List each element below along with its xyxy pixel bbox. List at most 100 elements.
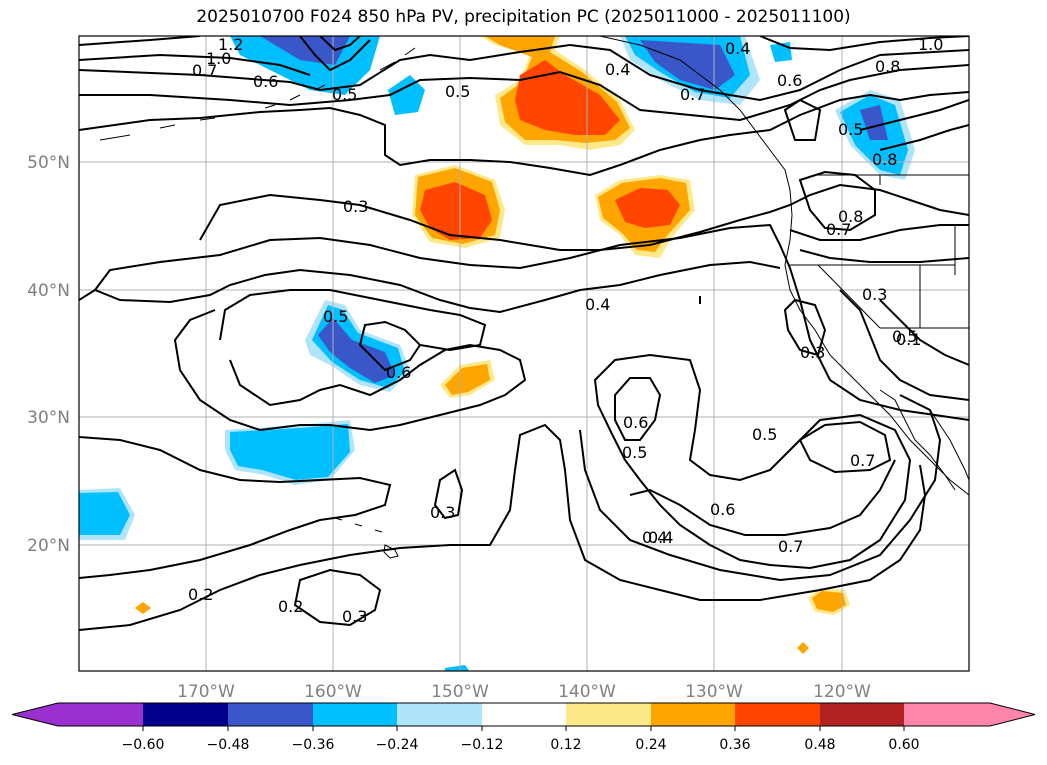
alaska-coast <box>599 36 969 496</box>
contour-label: 0.4 <box>605 60 630 79</box>
precip-positive-area <box>445 364 490 395</box>
precip-negative-area <box>79 492 130 535</box>
pv-contour <box>879 124 969 151</box>
contour-labels: 1.2 1.0 0.7 0.6 0.5 0.5 0.4 0.4 0.6 0.7 … <box>188 35 943 626</box>
colorbar-extend-min <box>12 703 143 726</box>
precip-negative-area <box>318 318 395 383</box>
graticule <box>79 36 969 671</box>
precip-negative-area <box>230 36 380 95</box>
mexico-coast <box>929 409 969 481</box>
colorbar-extend-max <box>904 703 1035 726</box>
colorbar-segment <box>566 703 651 726</box>
contour-label: 0.8 <box>872 150 897 169</box>
pv-contour <box>759 36 969 52</box>
contour-label: 0.3 <box>430 503 455 522</box>
pv-contour <box>79 436 392 579</box>
contour-label: 1.2 <box>218 35 243 54</box>
pv-contour <box>173 309 527 432</box>
colorbar: −0.60 −0.48 −0.36 −0.24 −0.12 0.12 0.24 … <box>11 702 1036 753</box>
pv-contour <box>79 53 311 76</box>
map-title: 2025010700 F024 850 hPa PV, precipitatio… <box>196 7 851 27</box>
colorbar-tick-label: −0.24 <box>376 737 419 753</box>
aleutian-islands <box>99 47 416 141</box>
latitude-labels: 50°N 40°N 30°N 20°N <box>27 153 70 556</box>
lon-label-140w: 140°W <box>558 682 616 702</box>
pv-contour <box>579 394 942 582</box>
colorbar-segment <box>482 703 566 726</box>
contour-label: 0.5 <box>752 425 777 444</box>
pv-contour <box>839 289 969 401</box>
contour-label: 0.5 <box>838 120 863 139</box>
contour-label: 0.4 <box>585 295 610 314</box>
pv-contour <box>433 468 464 520</box>
colorbar-tick-label: 0.24 <box>635 737 666 753</box>
colorbar-tick-label: 0.48 <box>804 737 835 753</box>
pv-contours <box>79 36 969 631</box>
contour-label: 0.2 <box>278 597 303 616</box>
colorbar-tick-label: −0.48 <box>207 737 250 753</box>
contour-label: 0.3 <box>862 285 887 304</box>
precip-positive-area <box>615 188 680 228</box>
colorbar-segment <box>651 703 735 726</box>
colorbar-tick-label: 0.36 <box>719 737 750 753</box>
pv-contour <box>79 91 969 177</box>
colorbar-segment <box>228 703 313 726</box>
contour-label: 1.0 <box>918 35 943 54</box>
pv-contour <box>799 249 969 263</box>
baja-coast <box>879 389 956 491</box>
pv-contour <box>94 223 969 421</box>
pv-contour <box>783 98 822 141</box>
lat-label-30n: 30°N <box>27 408 70 428</box>
contour-label: 0.6 <box>253 72 278 91</box>
pv-contour <box>79 260 781 314</box>
contour-label: 0.1 <box>896 330 921 349</box>
pv-contour <box>859 99 969 131</box>
pv-contour <box>293 568 382 627</box>
precip-positive-area <box>797 642 809 654</box>
precip-negative-area <box>230 424 350 480</box>
contour-label: 0.8 <box>875 57 900 76</box>
contour-label: 0.5 <box>323 307 348 326</box>
contour-label: 0.5 <box>892 327 917 346</box>
pv-contour <box>79 64 969 122</box>
precip-positive-area <box>420 182 492 240</box>
pv-contour <box>319 36 361 52</box>
contour-label: 0.3 <box>342 607 367 626</box>
contour-label: 0.4 <box>648 528 673 547</box>
lon-label-160w: 160°W <box>304 682 362 702</box>
contour-label: 0.6 <box>777 71 802 90</box>
precip-positive-area <box>515 60 620 135</box>
contour-label: 0.6 <box>710 500 735 519</box>
pv-contour <box>79 43 969 102</box>
colorbar-segment <box>820 703 904 726</box>
pv-contour <box>79 423 927 631</box>
pv-contour <box>629 459 896 536</box>
colorbar-segment <box>735 703 820 726</box>
pv-contour <box>614 377 662 441</box>
colorbar-segment <box>397 703 482 726</box>
colorbar-tick-label: −0.36 <box>292 737 335 753</box>
lat-label-50n: 50°N <box>27 153 70 173</box>
precipitation-shading <box>79 36 915 671</box>
lon-label-120w: 120°W <box>813 682 871 702</box>
colorbar-tick-label: −0.60 <box>122 737 165 753</box>
contour-label: 0.6 <box>386 363 411 382</box>
contour-label: 0.7 <box>850 451 875 470</box>
precip-negative-area <box>445 665 470 671</box>
contour-label: 0.2 <box>188 585 213 604</box>
colorbar-tick-label: 0.12 <box>550 737 581 753</box>
pv-contour <box>879 299 969 366</box>
contour-label: 0.8 <box>838 207 863 226</box>
pv-contour <box>593 353 912 570</box>
contour-label: 0.7 <box>192 61 217 80</box>
contour-label: 1.0 <box>206 49 231 68</box>
hawaii-islands <box>334 517 399 559</box>
pv-contour <box>219 289 487 372</box>
pv-contour <box>79 36 201 46</box>
contour-label: 0.7 <box>826 220 851 239</box>
lon-label-130w: 130°W <box>685 682 743 702</box>
pv-contour <box>783 298 827 357</box>
lon-label-170w: 170°W <box>177 682 235 702</box>
colorbar-segment <box>143 703 228 726</box>
